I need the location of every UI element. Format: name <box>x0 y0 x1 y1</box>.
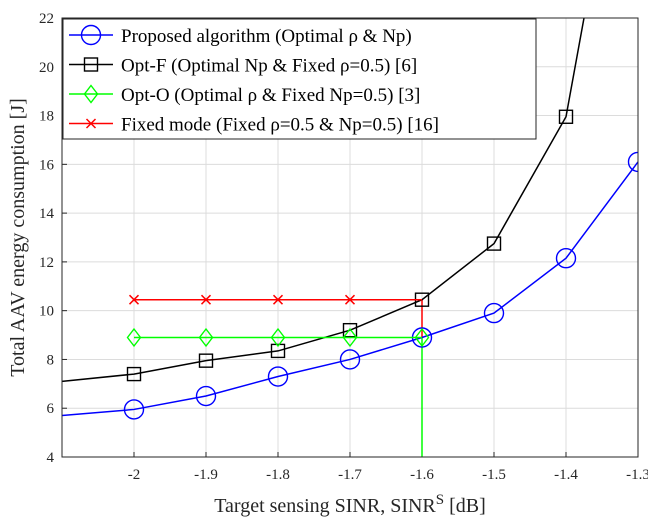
y-tick-label: 12 <box>39 255 54 271</box>
series-line <box>62 161 638 417</box>
x-tick-label: -1.9 <box>194 467 218 483</box>
y-axis-ticks: 4 6 8 10 12 14 16 18 20 22 <box>39 11 67 466</box>
x-axis-ticks: -2 -1.9 -1.8 -1.7 -1.6 -1.5 -1.4 -1.3 <box>128 452 648 483</box>
data-point <box>126 327 142 348</box>
data-point <box>558 109 574 124</box>
data-point <box>270 343 286 359</box>
x-tick-label: -1.4 <box>554 467 578 483</box>
legend-marker <box>85 118 97 129</box>
legend-label: Opt-F (Optimal Np & Fixed ρ=0.5) [6] <box>121 56 417 77</box>
legend-marker <box>83 57 99 72</box>
legend-label: Proposed algorithm (Optimal ρ & Np) <box>121 26 412 47</box>
y-tick-label: 10 <box>39 304 54 320</box>
data-point <box>198 353 214 368</box>
data-point <box>126 366 142 382</box>
y-axis-label: Total AAV energy consumption [J] <box>7 98 29 377</box>
legend-marker <box>83 84 99 104</box>
x-tick-label: -1.5 <box>482 467 506 483</box>
data-point <box>627 151 638 173</box>
data-point <box>483 302 505 324</box>
data-point <box>200 294 212 305</box>
y-tick-label: 6 <box>47 401 55 417</box>
data-point <box>344 294 356 305</box>
data-point <box>267 366 289 387</box>
legend-label: Opt-O (Optimal ρ & Fixed Np=0.5) [3] <box>121 85 420 106</box>
x-axis-label-superscript: S <box>436 492 444 508</box>
data-point <box>128 294 140 305</box>
plot-frame <box>61 17 639 458</box>
y-tick-label: 4 <box>47 450 55 466</box>
data-point <box>198 327 214 348</box>
data-point <box>339 349 361 370</box>
y-tick-label: 22 <box>39 11 54 27</box>
y-tick-label: 16 <box>39 157 55 173</box>
legend-box <box>62 18 537 140</box>
x-tick-label: -1.3 <box>626 467 648 483</box>
data-point <box>195 385 217 407</box>
series-2 <box>126 327 430 348</box>
x-tick-label: -1.7 <box>338 467 362 483</box>
series-group <box>62 18 638 420</box>
series-3 <box>128 294 422 305</box>
data-point <box>342 322 358 338</box>
data-point <box>414 327 430 348</box>
data-point <box>342 327 358 348</box>
legend-marker <box>80 24 102 46</box>
data-point <box>270 327 286 348</box>
legend: Proposed algorithm (Optimal ρ & Np) Opt-F… <box>62 18 537 140</box>
series-line <box>62 18 585 383</box>
y-tick-label: 20 <box>39 60 54 76</box>
x-axis-label: Target sensing SINR, SINRS [dB] <box>214 492 486 517</box>
x-axis-label-unit: [dB] <box>444 495 486 517</box>
x-tick-label: -1.8 <box>266 467 290 483</box>
legend-label: Fixed mode (Fixed ρ=0.5 & Np=0.5) [16] <box>121 115 439 136</box>
data-point <box>123 399 145 420</box>
data-point <box>272 294 284 305</box>
y-tick-label: 14 <box>39 206 55 222</box>
y-tick-label: 8 <box>47 352 55 368</box>
x-tick-label: -2 <box>128 467 141 483</box>
y-tick-label: 18 <box>39 109 54 125</box>
data-point <box>555 248 577 269</box>
x-tick-label: -1.6 <box>410 467 434 483</box>
data-point <box>486 236 502 251</box>
